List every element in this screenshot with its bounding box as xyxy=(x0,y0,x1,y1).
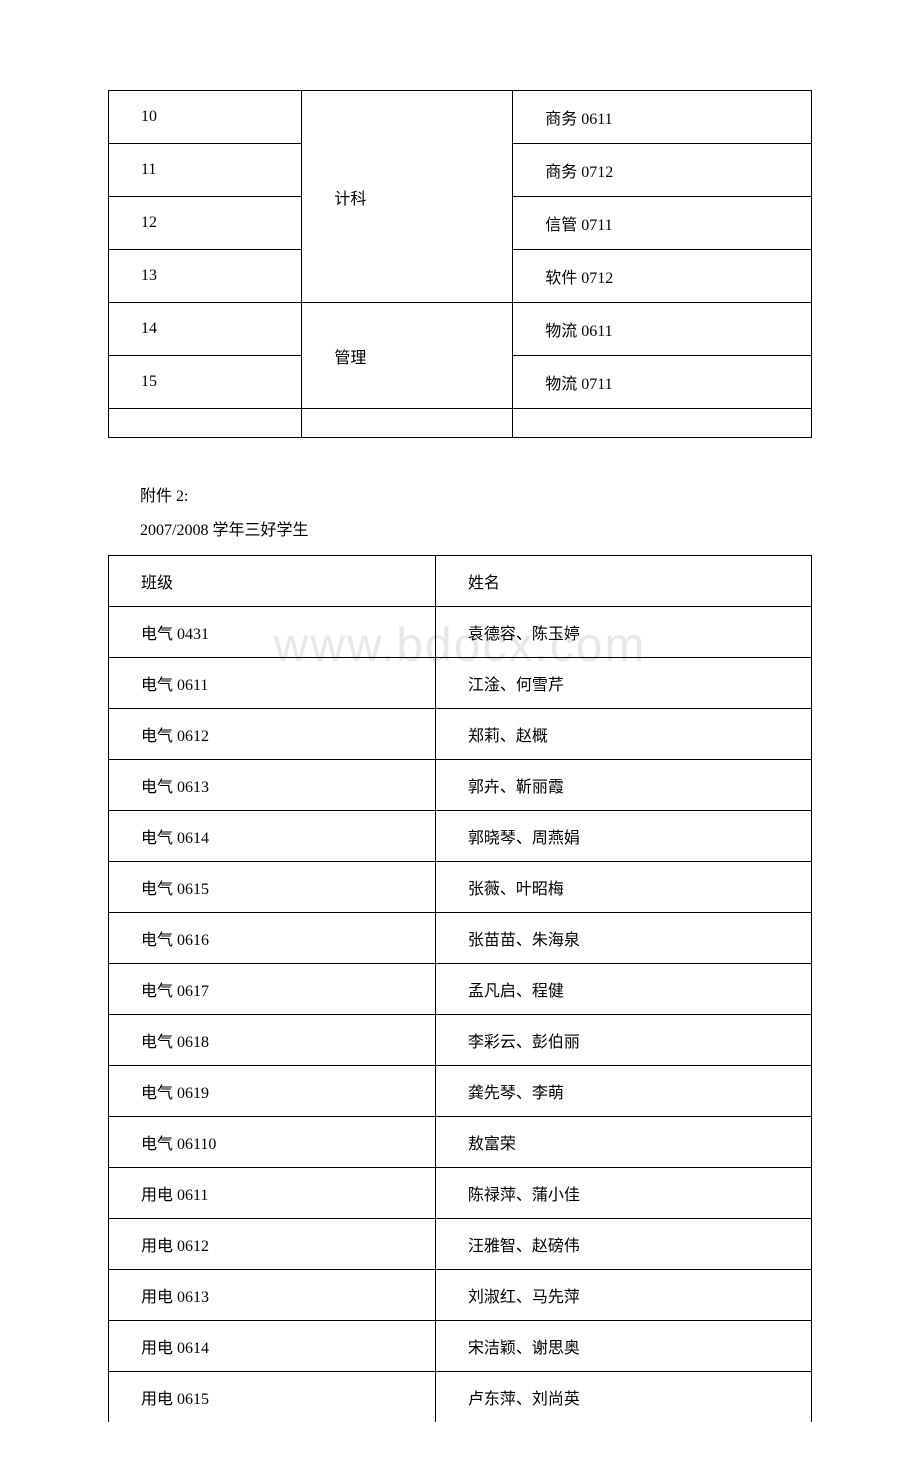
cell-number: 14 xyxy=(109,303,302,356)
table-row: 14 管理 物流 0611 xyxy=(109,303,812,356)
cell-name: 陈禄萍、蒲小佳 xyxy=(435,1168,811,1219)
page-content: 10 计科 商务 0611 11 商务 0712 12 信管 0711 13 软… xyxy=(108,90,812,1422)
cell-class: 电气 0614 xyxy=(109,811,436,862)
cell-class: 电气 0617 xyxy=(109,964,436,1015)
cell-class: 电气 0431 xyxy=(109,607,436,658)
table-row: 电气 0617 孟凡启、程健 xyxy=(109,964,812,1015)
cell-name: 江淦、何雪芹 xyxy=(435,658,811,709)
header-name: 姓名 xyxy=(435,556,811,607)
cell-name: 张苗苗、朱海泉 xyxy=(435,913,811,964)
cell-number: 13 xyxy=(109,250,302,303)
cell-class: 电气 0612 xyxy=(109,709,436,760)
cell-name: 李彩云、彭伯丽 xyxy=(435,1015,811,1066)
cell-name: 龚先琴、李萌 xyxy=(435,1066,811,1117)
table-row: 电气 0611 江淦、何雪芹 xyxy=(109,658,812,709)
table-departments: 10 计科 商务 0611 11 商务 0712 12 信管 0711 13 软… xyxy=(108,90,812,438)
section-heading: 附件 2: 2007/2008 学年三好学生 xyxy=(108,480,812,547)
table-row: 用电 0612 汪雅智、赵磅伟 xyxy=(109,1219,812,1270)
table-row: 电气 0618 李彩云、彭伯丽 xyxy=(109,1015,812,1066)
cell-class: 电气 0616 xyxy=(109,913,436,964)
cell-class: 软件 0712 xyxy=(513,250,812,303)
attachment-label: 附件 2: xyxy=(140,480,812,514)
cell-number xyxy=(109,409,302,438)
cell-name: 卢东萍、刘尚英 xyxy=(435,1372,811,1423)
cell-department xyxy=(302,409,513,438)
section-title: 2007/2008 学年三好学生 xyxy=(140,514,812,548)
table-row: 电气 0619 龚先琴、李萌 xyxy=(109,1066,812,1117)
cell-class: 用电 0611 xyxy=(109,1168,436,1219)
cell-name: 孟凡启、程健 xyxy=(435,964,811,1015)
cell-number: 12 xyxy=(109,197,302,250)
table-row: 用电 0613 刘淑红、马先萍 xyxy=(109,1270,812,1321)
cell-name: 刘淑红、马先萍 xyxy=(435,1270,811,1321)
cell-number: 10 xyxy=(109,91,302,144)
cell-class: 物流 0711 xyxy=(513,356,812,409)
cell-class: 电气 0618 xyxy=(109,1015,436,1066)
cell-department: 计科 xyxy=(302,91,513,303)
cell-class: 用电 0613 xyxy=(109,1270,436,1321)
table-students-wrap: 班级 姓名 电气 0431 袁德容、陈玉婷 电气 0611 江淦、何雪芹 电气 … xyxy=(108,555,812,1422)
cell-name: 郑莉、赵概 xyxy=(435,709,811,760)
cell-name: 宋洁颖、谢思奥 xyxy=(435,1321,811,1372)
table-row: 用电 0615 卢东萍、刘尚英 xyxy=(109,1372,812,1423)
cell-department: 管理 xyxy=(302,303,513,409)
cell-class: 信管 0711 xyxy=(513,197,812,250)
cell-name: 郭晓琴、周燕娟 xyxy=(435,811,811,862)
cell-class: 电气 0615 xyxy=(109,862,436,913)
cell-name: 敖富荣 xyxy=(435,1117,811,1168)
cell-class: 商务 0712 xyxy=(513,144,812,197)
table-row: 电气 06110 敖富荣 xyxy=(109,1117,812,1168)
table-row: 10 计科 商务 0611 xyxy=(109,91,812,144)
cell-class: 电气 0613 xyxy=(109,760,436,811)
table-header-row: 班级 姓名 xyxy=(109,556,812,607)
cell-class xyxy=(513,409,812,438)
table-row: 用电 0611 陈禄萍、蒲小佳 xyxy=(109,1168,812,1219)
cell-class: 商务 0611 xyxy=(513,91,812,144)
cell-class: 用电 0612 xyxy=(109,1219,436,1270)
cell-class: 物流 0611 xyxy=(513,303,812,356)
table-row: 电气 0431 袁德容、陈玉婷 xyxy=(109,607,812,658)
cell-number: 15 xyxy=(109,356,302,409)
cell-class: 用电 0614 xyxy=(109,1321,436,1372)
cell-class: 电气 0619 xyxy=(109,1066,436,1117)
table-row: 电气 0613 郭卉、靳丽霞 xyxy=(109,760,812,811)
table-row: 电气 0615 张薇、叶昭梅 xyxy=(109,862,812,913)
cell-name: 袁德容、陈玉婷 xyxy=(435,607,811,658)
cell-class: 电气 06110 xyxy=(109,1117,436,1168)
cell-class: 电气 0611 xyxy=(109,658,436,709)
cell-name: 汪雅智、赵磅伟 xyxy=(435,1219,811,1270)
cell-number: 11 xyxy=(109,144,302,197)
header-class: 班级 xyxy=(109,556,436,607)
table-row: 用电 0614 宋洁颖、谢思奥 xyxy=(109,1321,812,1372)
table-row: 电气 0614 郭晓琴、周燕娟 xyxy=(109,811,812,862)
cell-name: 郭卉、靳丽霞 xyxy=(435,760,811,811)
table-row: 电气 0612 郑莉、赵概 xyxy=(109,709,812,760)
table-students: 班级 姓名 电气 0431 袁德容、陈玉婷 电气 0611 江淦、何雪芹 电气 … xyxy=(108,555,812,1422)
table-row xyxy=(109,409,812,438)
cell-name: 张薇、叶昭梅 xyxy=(435,862,811,913)
table-row: 电气 0616 张苗苗、朱海泉 xyxy=(109,913,812,964)
cell-class: 用电 0615 xyxy=(109,1372,436,1423)
